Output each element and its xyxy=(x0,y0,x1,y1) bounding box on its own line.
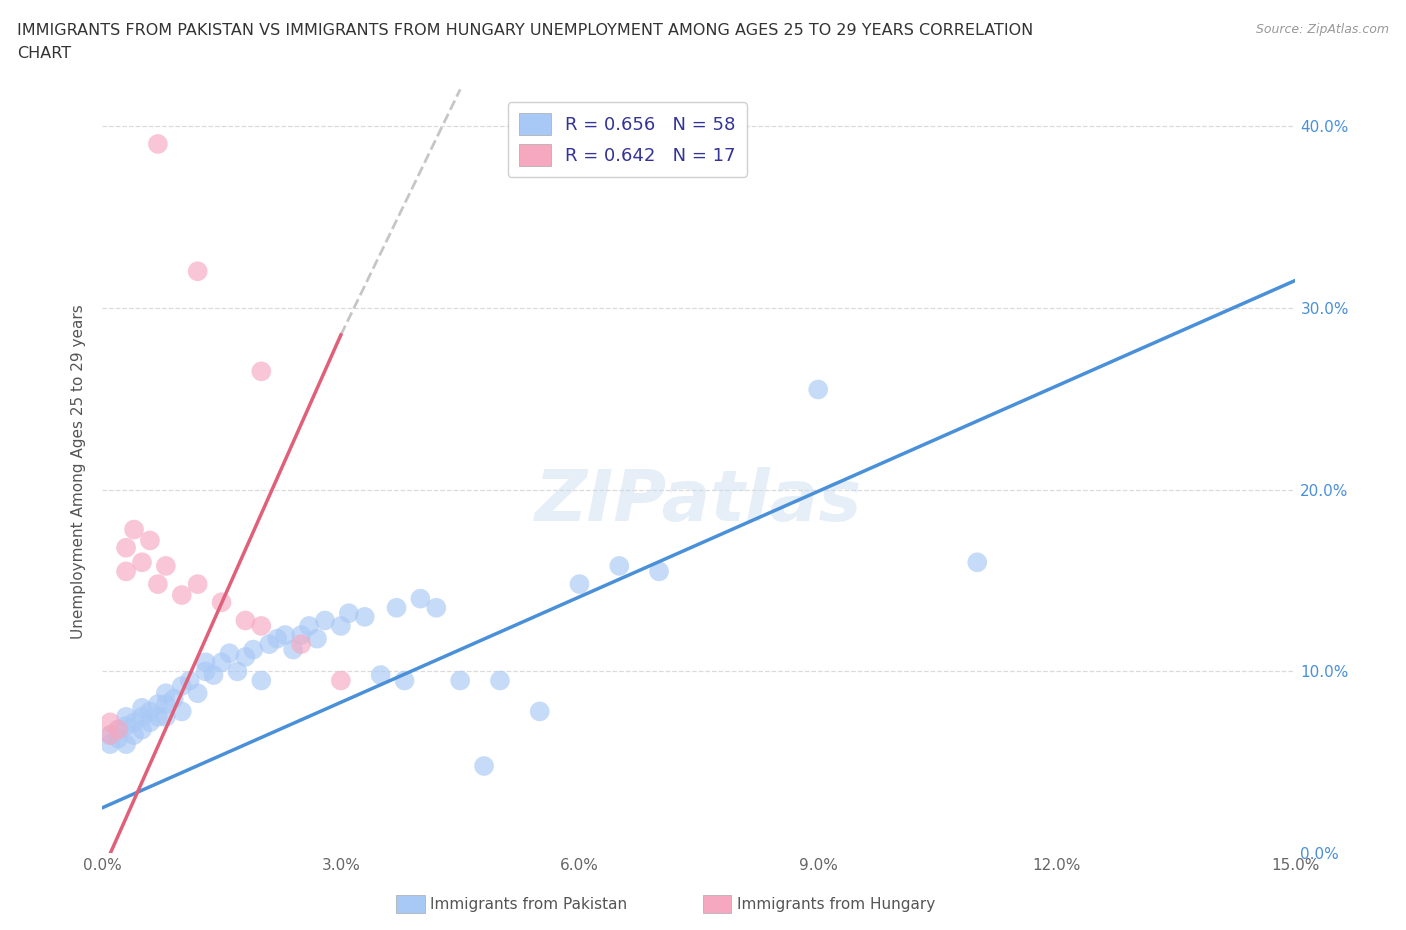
Point xyxy=(139,715,162,730)
Text: Source: ZipAtlas.com: Source: ZipAtlas.com xyxy=(1256,23,1389,36)
Point xyxy=(146,710,169,724)
Point xyxy=(155,710,177,724)
Point xyxy=(472,759,495,774)
Point xyxy=(568,577,591,591)
Point xyxy=(607,559,630,574)
Text: Immigrants from Pakistan: Immigrants from Pakistan xyxy=(430,897,627,912)
Point xyxy=(353,609,375,624)
Text: Immigrants from Hungary: Immigrants from Hungary xyxy=(737,897,935,912)
Point xyxy=(122,715,145,730)
Point xyxy=(98,727,121,742)
Point xyxy=(218,645,240,660)
Point xyxy=(235,613,257,628)
Point xyxy=(131,710,153,724)
Point xyxy=(250,673,273,688)
Point xyxy=(187,264,209,279)
Point xyxy=(314,613,336,628)
Point xyxy=(131,723,153,737)
Point xyxy=(155,697,177,711)
Point xyxy=(131,700,153,715)
Point xyxy=(250,364,273,379)
Point xyxy=(146,577,169,591)
Point xyxy=(329,673,352,688)
Point xyxy=(259,637,281,652)
Point xyxy=(329,618,352,633)
Point xyxy=(394,673,416,688)
Point xyxy=(194,655,217,670)
Point xyxy=(115,737,138,751)
Point xyxy=(107,723,129,737)
Point xyxy=(179,673,201,688)
Point xyxy=(807,382,830,397)
Point xyxy=(274,628,297,643)
Point xyxy=(226,664,249,679)
Point xyxy=(98,715,121,730)
Legend: R = 0.656   N = 58, R = 0.642   N = 17: R = 0.656 N = 58, R = 0.642 N = 17 xyxy=(508,102,747,177)
Point xyxy=(966,555,988,570)
Point xyxy=(98,737,121,751)
Point xyxy=(211,655,233,670)
Point xyxy=(115,564,138,578)
Point xyxy=(187,685,209,700)
Point xyxy=(529,704,551,719)
Point xyxy=(170,679,193,694)
Point xyxy=(202,668,225,683)
Point xyxy=(648,564,671,578)
Point xyxy=(337,605,360,620)
Point xyxy=(211,595,233,610)
Point xyxy=(146,697,169,711)
Point xyxy=(385,600,408,615)
Point xyxy=(290,628,312,643)
Point xyxy=(305,631,328,646)
Point xyxy=(298,618,321,633)
Point xyxy=(242,642,264,657)
Point xyxy=(115,540,138,555)
Point xyxy=(115,710,138,724)
Point xyxy=(409,591,432,606)
Point xyxy=(131,555,153,570)
Point xyxy=(250,618,273,633)
Point xyxy=(449,673,471,688)
Text: CHART: CHART xyxy=(17,46,70,61)
Point xyxy=(489,673,512,688)
Text: ZIPatlas: ZIPatlas xyxy=(536,468,862,537)
Point xyxy=(281,642,304,657)
Point xyxy=(170,588,193,603)
Point xyxy=(139,533,162,548)
Point xyxy=(290,637,312,652)
Point xyxy=(155,559,177,574)
Point xyxy=(122,727,145,742)
Point xyxy=(235,649,257,664)
Point xyxy=(139,704,162,719)
Text: IMMIGRANTS FROM PAKISTAN VS IMMIGRANTS FROM HUNGARY UNEMPLOYMENT AMONG AGES 25 T: IMMIGRANTS FROM PAKISTAN VS IMMIGRANTS F… xyxy=(17,23,1033,38)
Point xyxy=(155,685,177,700)
Point xyxy=(107,731,129,746)
Point xyxy=(163,691,186,706)
Point xyxy=(115,719,138,734)
Point xyxy=(266,631,288,646)
Point xyxy=(170,704,193,719)
Point xyxy=(187,577,209,591)
Point xyxy=(425,600,447,615)
Point xyxy=(370,668,392,683)
Point xyxy=(107,723,129,737)
Y-axis label: Unemployment Among Ages 25 to 29 years: Unemployment Among Ages 25 to 29 years xyxy=(72,304,86,639)
Point xyxy=(194,664,217,679)
Point xyxy=(98,727,121,742)
Point xyxy=(146,137,169,152)
Point xyxy=(122,522,145,537)
